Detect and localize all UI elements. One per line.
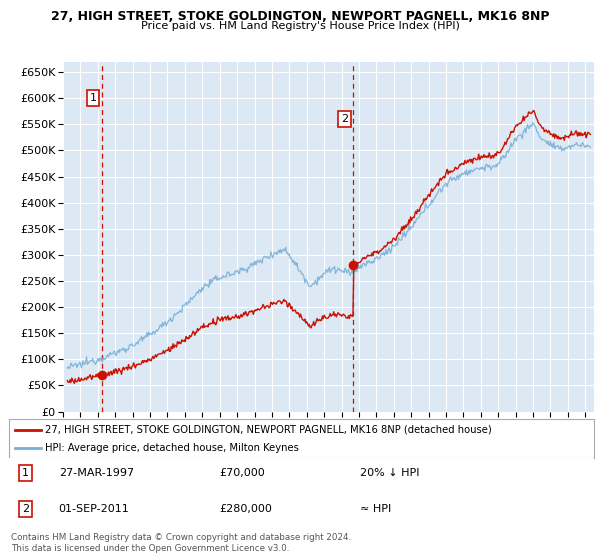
Text: 20% ↓ HPI: 20% ↓ HPI xyxy=(360,468,419,478)
Text: 27, HIGH STREET, STOKE GOLDINGTON, NEWPORT PAGNELL, MK16 8NP: 27, HIGH STREET, STOKE GOLDINGTON, NEWPO… xyxy=(51,10,549,23)
Text: 1: 1 xyxy=(22,468,29,478)
Text: 01-SEP-2011: 01-SEP-2011 xyxy=(59,504,130,514)
Text: £280,000: £280,000 xyxy=(220,504,272,514)
Text: HPI: Average price, detached house, Milton Keynes: HPI: Average price, detached house, Milt… xyxy=(45,443,299,453)
Text: Contains HM Land Registry data © Crown copyright and database right 2024.
This d: Contains HM Land Registry data © Crown c… xyxy=(11,533,351,553)
Text: 2: 2 xyxy=(22,504,29,514)
Text: 1: 1 xyxy=(89,93,97,103)
Text: 2: 2 xyxy=(341,114,348,124)
Text: Price paid vs. HM Land Registry's House Price Index (HPI): Price paid vs. HM Land Registry's House … xyxy=(140,21,460,31)
Text: 27-MAR-1997: 27-MAR-1997 xyxy=(59,468,134,478)
Text: 27, HIGH STREET, STOKE GOLDINGTON, NEWPORT PAGNELL, MK16 8NP (detached house): 27, HIGH STREET, STOKE GOLDINGTON, NEWPO… xyxy=(45,424,492,435)
Text: £70,000: £70,000 xyxy=(220,468,265,478)
Text: ≈ HPI: ≈ HPI xyxy=(360,504,391,514)
